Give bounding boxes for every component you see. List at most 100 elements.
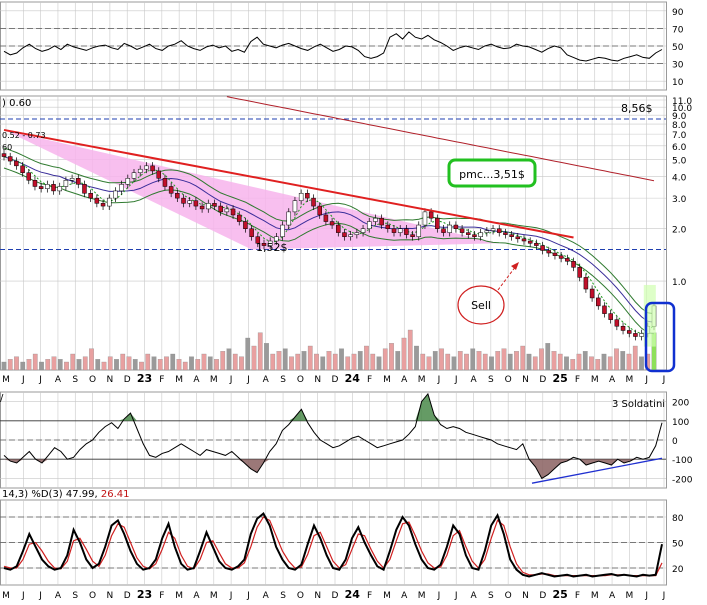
month-tick-label: S bbox=[72, 591, 78, 601]
volume-bar bbox=[151, 356, 157, 371]
price-candle bbox=[323, 214, 329, 222]
price-candle bbox=[373, 217, 378, 222]
volume-bar bbox=[364, 345, 369, 371]
price-candle bbox=[596, 297, 601, 307]
volume-bar bbox=[370, 353, 376, 371]
price-tick-label: 9.0 bbox=[672, 112, 687, 122]
volume-bar bbox=[145, 353, 151, 371]
price-candle bbox=[82, 184, 87, 194]
month-tick-label: M bbox=[591, 375, 599, 385]
level-high-label: 8,56$ bbox=[621, 102, 653, 115]
month-tick-label: D bbox=[124, 375, 131, 385]
cci-tick-label: 200 bbox=[672, 399, 689, 409]
month-tick-label: J bbox=[229, 591, 233, 601]
price-candle bbox=[354, 232, 360, 235]
stoch-tick-label: 50 bbox=[672, 540, 684, 550]
volume-bar bbox=[207, 356, 213, 371]
volume-bar bbox=[564, 356, 569, 371]
month-tick-label: J bbox=[437, 591, 441, 601]
price-candle bbox=[527, 240, 533, 244]
price-candle bbox=[255, 236, 261, 244]
volume-bar bbox=[557, 353, 563, 371]
price-candle bbox=[410, 234, 415, 237]
month-tick-label: S bbox=[280, 375, 286, 385]
price-tick-label: 11.0 bbox=[672, 97, 692, 107]
month-tick-label: O bbox=[89, 591, 96, 601]
month-tick-label: J bbox=[38, 591, 42, 601]
month-tick-label: J bbox=[21, 591, 25, 601]
price-candle bbox=[404, 228, 409, 235]
volume-bar bbox=[620, 351, 626, 371]
price-candle bbox=[379, 217, 384, 226]
volume-bar bbox=[45, 359, 51, 371]
price-candle bbox=[571, 261, 576, 268]
price-candle bbox=[602, 305, 607, 314]
month-tick-label: 24 bbox=[345, 372, 361, 385]
rsi-panel: 90 70 50 30 10 bbox=[0, 8, 684, 88]
volume-bar bbox=[589, 356, 594, 371]
rsi-tick-label: 30 bbox=[672, 61, 684, 71]
ma-value-label-2: 60 bbox=[2, 143, 12, 152]
month-tick-label: S bbox=[488, 375, 494, 385]
month-tick-label: J bbox=[644, 375, 648, 385]
sell-arrow bbox=[497, 265, 517, 291]
price-candle bbox=[100, 203, 106, 207]
price-candle bbox=[88, 192, 93, 199]
price-candle bbox=[187, 200, 192, 204]
price-candle bbox=[558, 255, 564, 259]
volume-bar bbox=[101, 361, 107, 371]
volume-bar bbox=[14, 356, 19, 371]
volume-bar bbox=[226, 348, 232, 371]
volume-bar bbox=[89, 348, 94, 371]
month-tick-label: F bbox=[159, 591, 164, 601]
month-tick-label: J bbox=[229, 375, 233, 385]
price-candle bbox=[366, 221, 372, 229]
volume-bar bbox=[457, 351, 463, 371]
month-tick-label: M bbox=[175, 375, 183, 385]
price-candle bbox=[292, 200, 298, 213]
price-candle bbox=[385, 224, 391, 229]
volume-bar bbox=[601, 353, 607, 371]
price-candle bbox=[57, 186, 62, 192]
month-tick-label: A bbox=[609, 375, 616, 385]
volume-bar bbox=[595, 359, 601, 371]
price-candle bbox=[20, 165, 25, 173]
price-candle bbox=[45, 184, 50, 189]
price-tick-label: 4.0 bbox=[672, 173, 687, 183]
volume-bar bbox=[357, 351, 363, 371]
rsi-series-line bbox=[3, 31, 663, 62]
price-tick-label: 8.0 bbox=[672, 121, 687, 131]
volume-bar bbox=[257, 332, 263, 371]
month-tick-label: N bbox=[522, 375, 529, 385]
volume-bar bbox=[551, 351, 557, 371]
volume-bar bbox=[176, 359, 182, 371]
volume-bar bbox=[289, 356, 294, 371]
month-tick-label: M bbox=[210, 591, 218, 601]
month-tick-label: D bbox=[332, 375, 339, 385]
volume-bar bbox=[245, 337, 251, 371]
month-tick-label: D bbox=[539, 375, 546, 385]
price-candle bbox=[435, 217, 440, 229]
sell-circle bbox=[457, 285, 505, 325]
price-candle bbox=[14, 160, 19, 167]
price-candle bbox=[106, 197, 112, 207]
resistance-trendline bbox=[3, 128, 574, 239]
month-tick-label: M bbox=[625, 591, 633, 601]
month-tick-label: J bbox=[246, 375, 250, 385]
volume-bar bbox=[232, 353, 238, 371]
price-candle bbox=[620, 325, 626, 331]
volume-bar bbox=[20, 361, 26, 371]
price-candle bbox=[150, 165, 155, 172]
volume-bar bbox=[570, 359, 576, 371]
volume-bar bbox=[276, 351, 282, 371]
price-candle bbox=[336, 224, 341, 233]
price-candle bbox=[175, 192, 180, 199]
month-tick-label: 25 bbox=[552, 588, 567, 601]
price-candle bbox=[224, 208, 230, 213]
month-tick-label: M bbox=[2, 591, 10, 601]
volume-bar bbox=[464, 353, 469, 371]
month-tick-label: A bbox=[401, 591, 408, 601]
price-candle bbox=[51, 184, 56, 192]
volume-bar bbox=[139, 361, 144, 371]
price-candle bbox=[243, 221, 248, 229]
